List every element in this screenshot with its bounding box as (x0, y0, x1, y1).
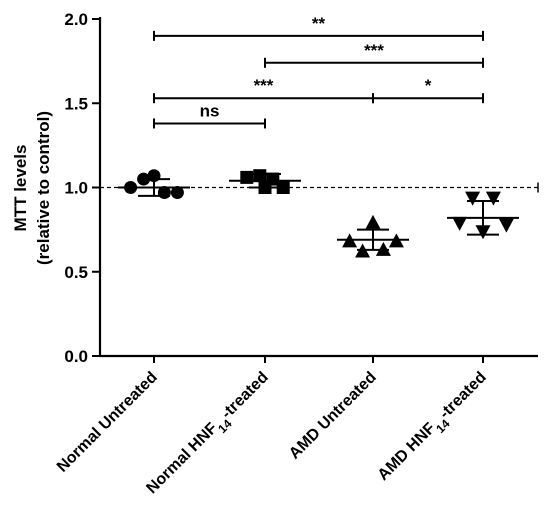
y-axis-title: MTT levels (relative to control) (11, 111, 53, 265)
category-label-tail: -treated (436, 369, 490, 423)
data-point-square (276, 181, 290, 194)
category-label-1: Normal HNF14-treated (143, 369, 276, 502)
data-point-triangle-down (465, 191, 481, 206)
significance-bracket: *** (153, 76, 374, 104)
y-axis-title-line2: (relative to control) (34, 111, 53, 265)
significance-brackets: ******** *ns (153, 14, 484, 129)
y-tick-label: 2.0 (64, 10, 88, 29)
data-point-triangle-down (452, 216, 468, 231)
category-label-main: AMD Untreated (286, 369, 380, 463)
category-label-0: Normal Untreated (54, 369, 161, 476)
significance-label: *** (254, 76, 274, 95)
category-label-tail: -treated (218, 369, 272, 423)
significance-bracket: ns (153, 101, 266, 129)
significance-label: *** (364, 41, 384, 60)
y-tick-label: 0.5 (64, 263, 88, 282)
data-point-circle (170, 186, 184, 200)
y-tick-label: 1.5 (64, 94, 88, 113)
data-point-square (266, 172, 280, 186)
group-0 (118, 169, 190, 200)
data-point-triangle-down (498, 218, 514, 233)
category-label-3: AMD HNF14-treated (375, 369, 494, 488)
group-1 (229, 169, 301, 194)
y-tick-label: 1.0 (64, 179, 88, 198)
significance-label: ** (312, 14, 326, 33)
significance-label: * (425, 76, 432, 95)
category-label-main: Normal HNF (143, 420, 221, 498)
group-3 (447, 191, 519, 240)
category-label-2: AMD Untreated (286, 369, 380, 463)
data-point-triangle-down (485, 191, 501, 206)
significance-bracket: ** (153, 14, 484, 41)
data-point-square (253, 169, 267, 183)
category-label-main: Normal Untreated (54, 369, 161, 476)
data-point-triangle-up (365, 214, 381, 229)
category-label-main: AMD HNF (375, 420, 439, 484)
significance-bracket: *** (264, 41, 484, 68)
data-groups (118, 169, 519, 258)
y-tick-label: 0.0 (64, 347, 88, 366)
significance-bracket: * (372, 76, 484, 104)
data-point-square (240, 170, 254, 184)
group-2 (337, 214, 409, 258)
y-axis-title-line1: MTT levels (11, 145, 30, 232)
y-ticks: 0.0 0.5 1.0 1.5 2.0 (64, 10, 100, 366)
significance-label: ns (200, 101, 220, 120)
